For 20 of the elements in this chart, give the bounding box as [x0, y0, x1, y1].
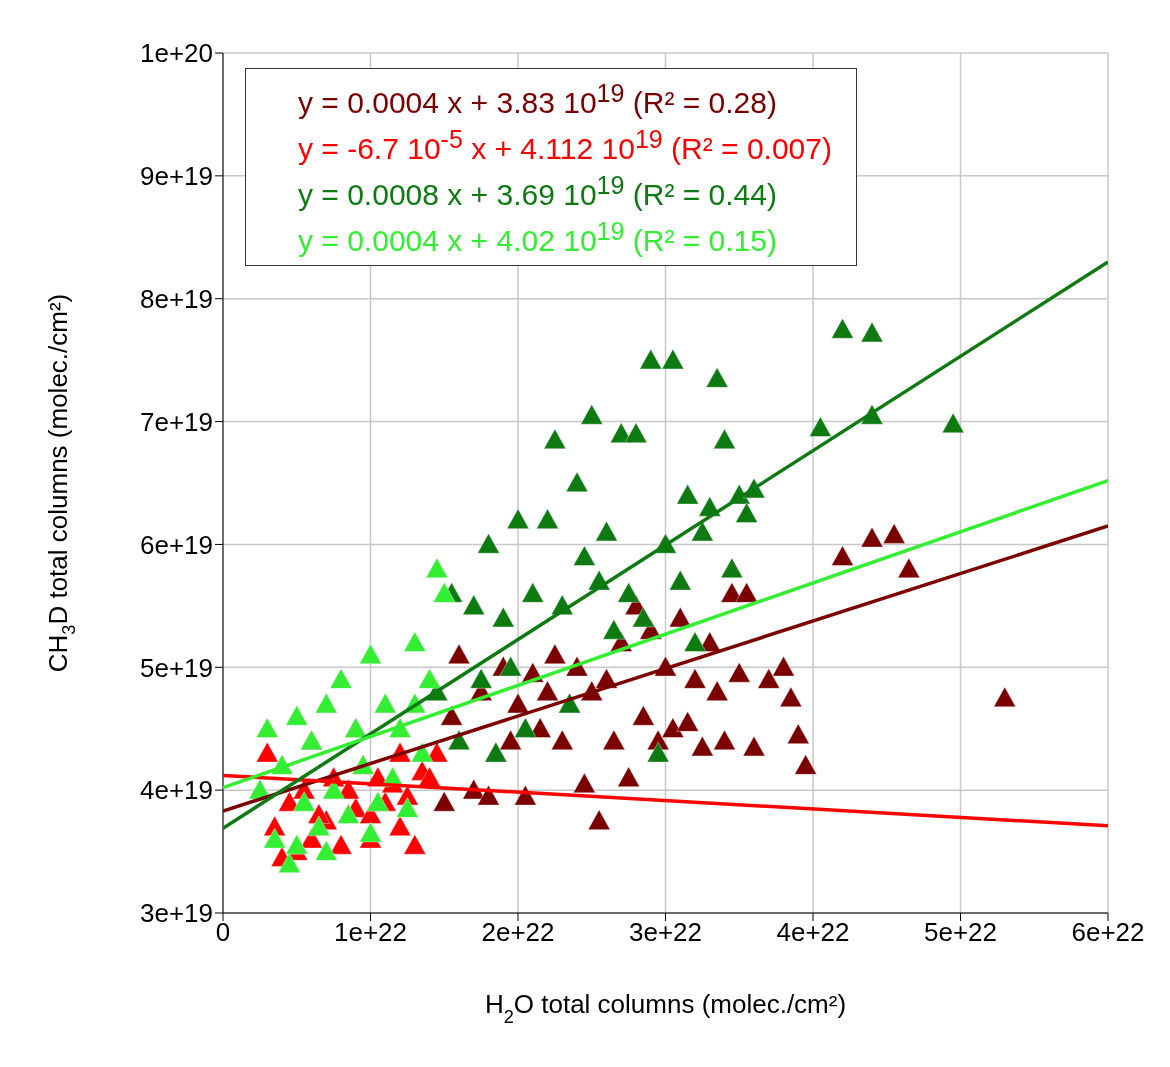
x-tick-label: 3e+22: [628, 917, 703, 948]
annotation: y = 0.0008 x + 3.69 10$^{19}$ (R² = 0.44): [298, 170, 778, 213]
y-tick-label: 8e+19: [139, 283, 213, 314]
x-tick-label: 4e+22: [776, 917, 850, 948]
y-tick-label: 6e+19: [139, 529, 213, 560]
x-tick-label: 5e+22: [923, 917, 998, 948]
y-tick-label: 5e+19: [139, 652, 213, 683]
x-tick-label: 1e+22: [333, 917, 408, 948]
x-tick-label: 2e+22: [481, 917, 555, 948]
y-tick-label: 1e+20: [139, 38, 213, 69]
y-tick-label: 3e+19: [139, 898, 213, 929]
annotation: y = 0.0004 x + 4.02 10$^{19}$ (R² = 0.15): [298, 216, 778, 259]
annotation: y = 0.0004 x + 3.83 10$^{19}$ (R² = 0.28): [298, 78, 778, 121]
annotation: y = -6.7 10$^{-5}$ x + 4.112 10$^{19}$ (R² = 0.007): [298, 124, 832, 167]
y-tick-label: 4e+19: [139, 775, 213, 806]
x-tick-label: 6e+22: [1071, 917, 1145, 948]
y-tick-label: 9e+19: [139, 161, 213, 192]
y-tick-label: 7e+19: [139, 406, 213, 437]
x-axis-title: H$_{2}$O total columns (molec./cm²): [484, 989, 847, 1027]
x-tick-label: 0: [215, 917, 231, 948]
